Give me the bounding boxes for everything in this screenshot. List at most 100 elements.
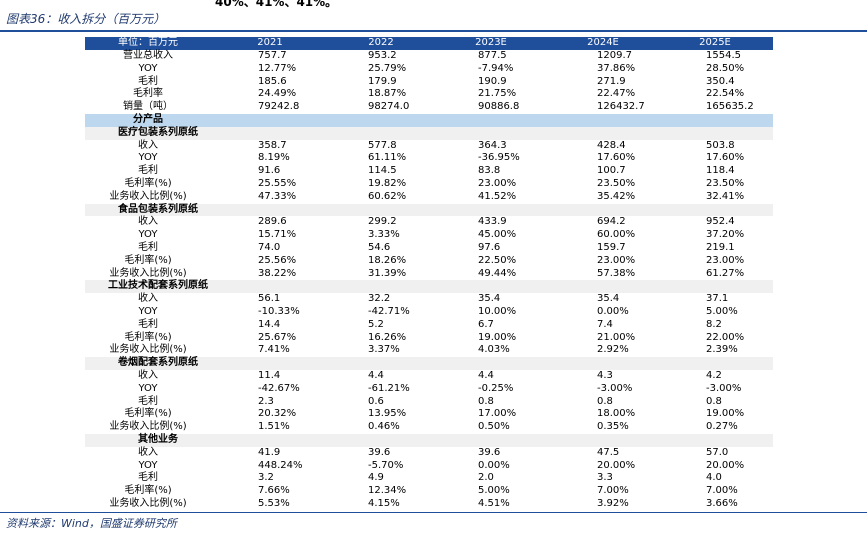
section-label: 其他业务	[138, 434, 178, 445]
value-cell: 159.7	[597, 242, 626, 253]
row-label: YOY	[138, 152, 158, 164]
value-cell: 757.7	[258, 50, 287, 61]
row-label: 业务收入比例(%)	[109, 421, 187, 433]
row-label: YOY	[138, 459, 158, 471]
value-cell: 0.00%	[597, 306, 629, 317]
value-cell: 3.37%	[368, 344, 400, 356]
table: 单位：百万元 2021 2022 2023E 2024E 2025E 营业总收入 757.7 9…	[85, 37, 773, 512]
value-cell: 0.00%	[478, 459, 510, 471]
value-cell: 6.7	[478, 318, 494, 330]
source: 资料来源：Wind，国盛证券研究所	[6, 517, 177, 530]
row-label: 毛利	[138, 242, 158, 253]
value-cell: 448.24%	[258, 459, 303, 471]
value-cell: 21.75%	[478, 88, 517, 100]
value-cell: 23.00%	[478, 178, 517, 189]
value-cell: 60.62%	[368, 190, 407, 202]
value-cell: 12.34%	[368, 485, 407, 497]
value-cell: 18.87%	[368, 88, 407, 100]
value-cell: 32.41%	[706, 190, 745, 202]
value-cell: 23.50%	[706, 178, 745, 189]
value-cell: 19.00%	[478, 331, 517, 343]
value-cell: 45.00%	[478, 229, 517, 241]
value-cell: 3.3	[597, 472, 613, 484]
value-cell: 0.8	[597, 395, 613, 407]
value-cell: 15.71%	[258, 229, 297, 241]
value-cell: 37.86%	[597, 62, 636, 74]
value-cell: 20.00%	[706, 459, 745, 471]
row-label: 毛利率(%)	[124, 485, 172, 497]
value-cell: 54.6	[368, 242, 391, 253]
value-cell: 61.27%	[706, 267, 745, 279]
section-row	[85, 280, 773, 294]
value-cell: 185.6	[258, 75, 287, 87]
footer-rule	[0, 512, 867, 513]
value-cell: 56.1	[258, 293, 281, 305]
row-label: 业务收入比例(%)	[109, 267, 187, 279]
value-cell: 74.0	[258, 242, 281, 253]
section-label: 工业技术配套系列原纸	[108, 280, 208, 292]
value-cell: 2.0	[478, 472, 494, 484]
value-cell: 4.2	[706, 370, 722, 381]
row-label: 毛利	[138, 75, 158, 87]
value-cell: 79242.8	[258, 101, 300, 113]
row-label: 业务收入比例(%)	[109, 498, 187, 509]
value-cell: 1209.7	[597, 50, 632, 61]
section-row	[85, 126, 773, 140]
value-cell: 118.4	[706, 165, 735, 177]
header-cell: 2024E	[587, 37, 619, 48]
value-cell: 22.00%	[706, 331, 745, 343]
value-cell: 100.7	[597, 165, 626, 177]
value-cell: 23.50%	[597, 178, 636, 189]
value-cell: 953.2	[368, 50, 397, 61]
value-cell: 190.9	[478, 75, 507, 87]
value-cell: 0.35%	[597, 421, 629, 433]
section-row	[85, 114, 773, 127]
row-label: YOY	[138, 382, 158, 394]
value-cell: 57.0	[706, 446, 729, 458]
header-cell: 2023E	[475, 37, 507, 48]
value-cell: 97.6	[478, 242, 501, 253]
section-row	[85, 434, 773, 447]
value-cell: 24.49%	[258, 88, 297, 100]
value-cell: 12.77%	[258, 62, 297, 74]
value-cell: 7.41%	[258, 344, 290, 356]
value-cell: 37.1	[706, 293, 729, 305]
value-cell: 17.00%	[478, 408, 517, 420]
value-cell: 20.32%	[258, 408, 297, 420]
value-cell: 31.39%	[368, 267, 407, 279]
value-cell: 3.2	[258, 472, 274, 484]
value-cell: 17.60%	[706, 152, 745, 164]
value-cell: 49.44%	[478, 267, 517, 279]
row-label: 毛利	[138, 318, 158, 330]
value-cell: -0.25%	[478, 382, 514, 394]
row-label: 收入	[138, 216, 158, 228]
value-cell: 21.00%	[597, 331, 636, 343]
value-cell: 41.9	[258, 446, 281, 458]
header-cell: 2021	[257, 37, 283, 48]
value-cell: 18.00%	[597, 408, 636, 420]
value-cell: 4.51%	[478, 498, 510, 509]
value-cell: 22.50%	[478, 254, 517, 266]
value-cell: 0.8	[706, 395, 722, 407]
header-row	[85, 37, 773, 50]
value-cell: 20.00%	[597, 459, 636, 471]
value-cell: 179.9	[368, 75, 397, 87]
value-cell: 19.82%	[368, 178, 407, 189]
header-cell: 2025E	[699, 37, 731, 48]
row-label: 收入	[138, 446, 158, 458]
value-cell: 219.1	[706, 242, 735, 253]
value-cell: 7.4	[597, 318, 613, 330]
value-cell: 7.66%	[258, 485, 290, 497]
value-cell: 28.50%	[706, 62, 745, 74]
value-cell: 17.60%	[597, 152, 636, 164]
value-cell: 35.4	[478, 293, 501, 305]
value-cell: 0.50%	[478, 421, 510, 433]
value-cell: 3.92%	[597, 498, 629, 509]
value-cell: 2.3	[258, 395, 274, 407]
value-cell: 19.00%	[706, 408, 745, 420]
value-cell: 13.95%	[368, 408, 407, 420]
value-cell: 428.4	[597, 139, 626, 151]
value-cell: 25.67%	[258, 331, 297, 343]
section-row	[85, 203, 773, 217]
value-cell: 5.00%	[706, 306, 738, 317]
